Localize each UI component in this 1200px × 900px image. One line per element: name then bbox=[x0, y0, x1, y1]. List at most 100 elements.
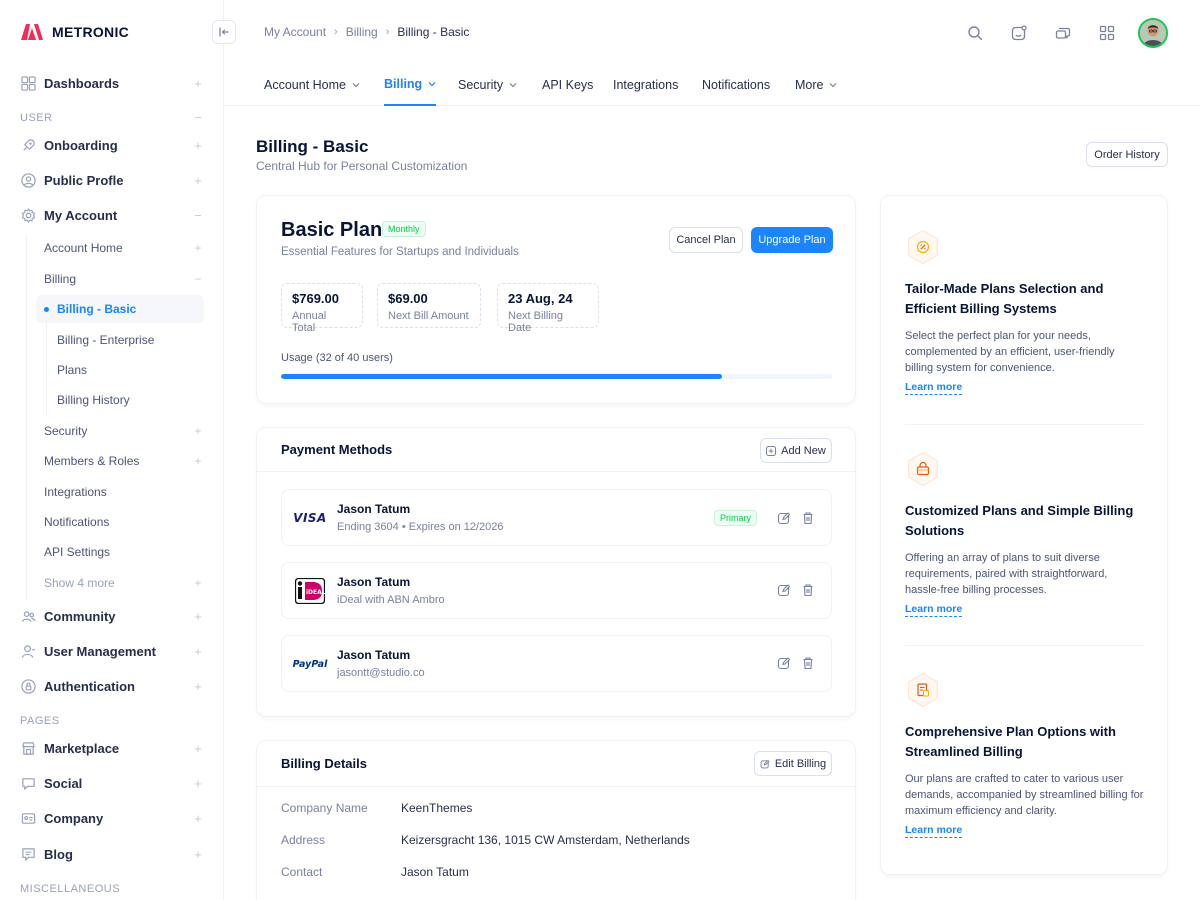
tree-line bbox=[46, 296, 47, 416]
search-button[interactable] bbox=[962, 20, 988, 46]
avatar[interactable] bbox=[1138, 18, 1168, 48]
users-icon bbox=[20, 608, 36, 624]
sidebar-subitem-billing[interactable]: Billing − bbox=[36, 265, 204, 293]
tab-more[interactable]: More bbox=[795, 64, 837, 106]
plus-icon: + bbox=[194, 775, 202, 791]
edit-icon bbox=[760, 759, 770, 768]
add-payment-button[interactable]: Add New bbox=[760, 438, 832, 463]
sidebar-subitem-plans[interactable]: Plans bbox=[36, 356, 204, 384]
gear-icon bbox=[20, 207, 36, 223]
learn-more-link[interactable]: Learn more bbox=[905, 603, 963, 617]
shop-icon bbox=[20, 740, 36, 756]
tab-label: Integrations bbox=[613, 78, 679, 92]
tab-api-keys[interactable]: API Keys bbox=[542, 64, 593, 106]
sidebar-item-onboarding[interactable]: Onboarding + bbox=[20, 130, 204, 160]
tab-account-home[interactable]: Account Home bbox=[264, 64, 360, 106]
sidebar-item-label: Company bbox=[44, 810, 104, 826]
plus-icon: + bbox=[194, 172, 202, 188]
sidebar-item-dashboards[interactable]: Dashboards + bbox=[20, 68, 204, 98]
badge-percent-icon bbox=[905, 229, 941, 265]
sidebar-subitem-billing-enterprise[interactable]: Billing - Enterprise bbox=[36, 326, 204, 354]
user-icon bbox=[20, 643, 36, 659]
billing-detail-row: Company Name KeenThemes bbox=[281, 798, 832, 818]
trash-icon[interactable] bbox=[801, 583, 815, 597]
sidebar-subitem-notifications[interactable]: Notifications bbox=[36, 508, 204, 536]
sidebar-subitem-billing-basic[interactable]: Billing - Basic bbox=[36, 295, 204, 323]
sidebar-item-user-management[interactable]: User Management + bbox=[20, 636, 204, 666]
breadcrumb-item[interactable]: My Account bbox=[264, 25, 327, 39]
plus-icon: + bbox=[194, 137, 202, 153]
tab-label: Security bbox=[458, 78, 504, 92]
sidebar-item-my-account[interactable]: My Account − bbox=[20, 200, 204, 230]
info-title: Tailor-Made Plans Selection and Efficien… bbox=[905, 281, 1104, 316]
card-title: Billing Details bbox=[281, 756, 367, 771]
payment-methods-card: Payment Methods Add New VISA Jason Tatum… bbox=[256, 427, 856, 717]
sidebar-item-community[interactable]: Community + bbox=[20, 601, 204, 631]
sidebar-item-public-profile[interactable]: Public Profle + bbox=[20, 165, 204, 195]
payment-actions bbox=[777, 583, 815, 597]
tab-integrations[interactable]: Integrations bbox=[613, 64, 678, 106]
tab-billing[interactable]: Billing bbox=[384, 64, 437, 106]
breadcrumb-current: Billing - Basic bbox=[397, 25, 470, 39]
sidebar-item-company[interactable]: Company + bbox=[20, 803, 204, 833]
trash-icon[interactable] bbox=[801, 511, 815, 525]
breadcrumb-item[interactable]: Billing bbox=[345, 25, 378, 39]
sidebar-subitem-account-home[interactable]: Account Home + bbox=[36, 234, 204, 262]
apps-button[interactable] bbox=[1094, 20, 1120, 46]
edit-icon[interactable] bbox=[777, 656, 791, 670]
sidebar-subitem-label: Show 4 more bbox=[44, 576, 115, 590]
sidebar-subitem-api-settings[interactable]: API Settings bbox=[36, 538, 204, 566]
page-title: Billing - Basic bbox=[256, 137, 369, 156]
stat-annual-total: $769.00 Annual Total bbox=[281, 283, 363, 334]
brand[interactable]: METRONIC bbox=[20, 22, 129, 42]
sidebar-subitem-billing-history[interactable]: Billing History bbox=[36, 386, 204, 414]
cancel-plan-button[interactable]: Cancel Plan bbox=[669, 227, 743, 253]
tab-security[interactable]: Security bbox=[458, 64, 517, 106]
sidebar-item-authentication[interactable]: Authentication + bbox=[20, 671, 204, 701]
sidebar-item-marketplace[interactable]: Marketplace + bbox=[20, 733, 204, 763]
minus-icon[interactable]: − bbox=[194, 110, 202, 125]
sidebar-subitem-label: Plans bbox=[57, 363, 88, 377]
notification-icon bbox=[1011, 25, 1027, 41]
grid-icon bbox=[20, 75, 36, 91]
sidebar-item-social[interactable]: Social + bbox=[20, 768, 204, 798]
order-history-button[interactable]: Order History bbox=[1086, 142, 1168, 167]
page-subtitle: Central Hub for Personal Customization bbox=[256, 159, 468, 173]
sidebar-subitem-label: Billing - Enterprise bbox=[57, 333, 155, 347]
payment-method-paypal: PayPal Jason Tatum jasontt@studio.co bbox=[281, 635, 832, 692]
svg-text:iDEAL: iDEAL bbox=[306, 589, 325, 596]
info-card: Tailor-Made Plans Selection and Efficien… bbox=[880, 195, 1168, 875]
sidebar-item-blog[interactable]: Blog + bbox=[20, 839, 204, 869]
plus-square-icon bbox=[766, 445, 777, 456]
card-header: Payment Methods Add New bbox=[257, 428, 855, 472]
sidebar-subitem-integrations[interactable]: Integrations bbox=[36, 478, 204, 506]
messages-button[interactable] bbox=[1050, 20, 1076, 46]
upgrade-plan-button[interactable]: Upgrade Plan bbox=[751, 227, 833, 253]
sidebar-subitem-show-more[interactable]: Show 4 more + bbox=[36, 569, 204, 597]
sidebar-collapse-button[interactable] bbox=[212, 20, 236, 44]
message-icon bbox=[20, 846, 36, 862]
usage-progress-bar bbox=[281, 374, 832, 379]
notifications-button[interactable] bbox=[1006, 20, 1032, 46]
learn-more-link[interactable]: Learn more bbox=[905, 381, 963, 395]
edit-icon[interactable] bbox=[777, 511, 791, 525]
info-block: Customized Plans and Simple Billing Solu… bbox=[905, 451, 1144, 617]
learn-more-link[interactable]: Learn more bbox=[905, 824, 963, 838]
info-description: Offering an array of plans to suit diver… bbox=[905, 552, 1108, 596]
payment-method-ideal: iDEAL Jason Tatum iDeal with ABN Ambro bbox=[281, 562, 832, 619]
metronic-logo-icon bbox=[21, 24, 43, 40]
sidebar-subitem-label: Members & Roles bbox=[44, 454, 140, 468]
tab-bar: Account Home Billing Security API Keys I… bbox=[224, 64, 1200, 106]
trash-icon[interactable] bbox=[801, 656, 815, 670]
edit-billing-button[interactable]: Edit Billing bbox=[754, 751, 832, 776]
payment-method-visa: VISA Jason Tatum Ending 3604 • Expires o… bbox=[281, 489, 832, 546]
edit-icon[interactable] bbox=[777, 583, 791, 597]
card-holder-name: Jason Tatum bbox=[337, 648, 411, 662]
user-photo-icon bbox=[1140, 20, 1166, 46]
sidebar-subitem-security[interactable]: Security + bbox=[36, 417, 204, 445]
payment-actions bbox=[777, 656, 815, 670]
tab-notifications[interactable]: Notifications bbox=[702, 64, 770, 106]
sidebar-subitem-members-roles[interactable]: Members & Roles + bbox=[36, 447, 204, 475]
chevron-down-icon bbox=[352, 83, 360, 88]
breadcrumb: My Account › Billing › Billing - Basic bbox=[264, 25, 469, 39]
